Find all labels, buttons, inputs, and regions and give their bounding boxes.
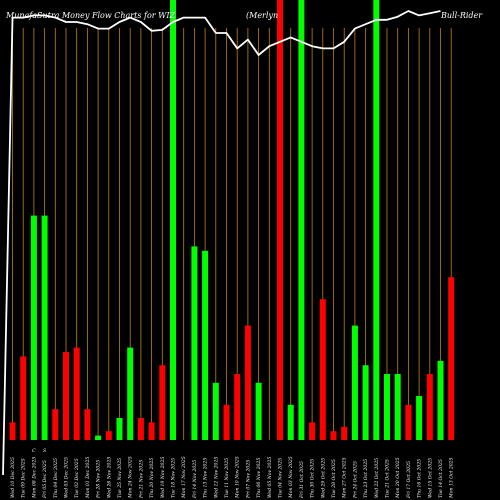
x-tick-label: Tue 28 Oct 2025 (331, 459, 337, 498)
x-tick-label: Thu 04 Dec 2025 (53, 458, 59, 498)
bar (287, 404, 294, 440)
bar (234, 374, 241, 440)
x-tick-label: Wed 22 Oct 2025 (374, 458, 380, 498)
x-tick-label: Mon 01 Dec 2025 (85, 457, 91, 499)
x-tick-label: Wed 15 Oct 2025 (427, 458, 433, 498)
bar (341, 426, 348, 440)
bar (298, 0, 305, 440)
bar (137, 418, 144, 440)
x-tick-label: Tue 25 Nov 2025 (117, 458, 123, 498)
x-tick-label: Wed 10 Dec 2025 (10, 457, 16, 498)
bar (148, 422, 155, 440)
bar (30, 215, 37, 440)
x-tick-label: Tue 02 Dec 2025 (74, 458, 80, 498)
x-tick-label: Fri 31 Oct 2025 (299, 461, 305, 499)
bar (255, 382, 262, 440)
bar (223, 404, 230, 440)
bar (448, 277, 455, 440)
x-tick-label: Mon 08 Dec 2025 (31, 457, 37, 499)
bar (63, 352, 69, 440)
x-tick-label: Mon 13 Oct 2025 (449, 457, 455, 499)
marker-label: S (43, 448, 46, 454)
x-tick-label: Fri 17 Oct 2025 (406, 461, 412, 499)
bar (73, 347, 80, 440)
bar (373, 0, 380, 440)
bar (127, 347, 134, 440)
x-tick-label: Fri 21 Nov 2025 (138, 460, 144, 499)
x-tick-label: Fri 24 Oct 2025 (352, 461, 358, 499)
bar (202, 250, 209, 440)
marker-label: C (32, 448, 36, 454)
x-tick-label: Fri 05 Dec 2025 (42, 460, 48, 499)
x-tick-label: Mon 17 Nov 2025 (181, 456, 187, 499)
x-tick-label: Mon 10 Nov 2025 (235, 456, 241, 499)
x-tick-label: Fri 14 Nov 2025 (192, 460, 198, 499)
x-tick-label: Mon 03 Nov 2025 (288, 456, 294, 499)
bar (105, 431, 112, 440)
bars-group (9, 0, 455, 440)
bar (362, 365, 369, 440)
bar (351, 325, 358, 440)
x-tick-label: Mon 27 Oct 2025 (342, 457, 348, 499)
price-line (2, 10, 441, 476)
price-line-group (2, 10, 441, 476)
x-tick-label: Wed 19 Nov 2025 (160, 457, 166, 498)
x-tick-label: Wed 26 Nov 2025 (106, 457, 112, 498)
bar (330, 431, 337, 440)
bar (170, 0, 176, 440)
bar (277, 0, 283, 440)
x-tick-label: Wed 03 Dec 2025 (64, 457, 70, 498)
x-tick-label: Fri 28 Nov 2025 (96, 460, 102, 499)
x-tick-label: Tue 14 Oct 2025 (438, 459, 444, 498)
bar (319, 299, 326, 440)
bar (244, 325, 251, 440)
bar (84, 409, 91, 440)
x-tick-label: Wed 29 Oct 2025 (320, 458, 326, 498)
bar (212, 382, 219, 440)
x-tick-labels: Wed 10 Dec 2025 Tue 09 Dec 2025 Mon 08 Dec… (10, 456, 455, 499)
x-tick-label: Wed 05 Nov 2025 (267, 457, 273, 498)
bar (416, 396, 423, 440)
bar (394, 374, 401, 440)
bar (309, 422, 316, 440)
x-tick-label: Mon 20 Oct 2025 (395, 457, 401, 499)
bar (437, 360, 444, 440)
chart-title: MunafaSutra Money Flow Charts for WIZ (5, 11, 176, 20)
bar (20, 356, 27, 440)
x-tick-label: Tue 21 Oct 2025 (385, 459, 391, 498)
x-tick-label: Tue 04 Nov 2025 (278, 458, 284, 498)
bar (95, 435, 102, 440)
x-tick-label: Wed 12 Nov 2025 (213, 457, 219, 498)
bar (405, 404, 412, 440)
chart-title-right: Bull-Rider (440, 11, 483, 20)
x-tick-label: Thu 16 Oct 2025 (417, 459, 423, 498)
x-tick-label: Thu 13 Nov 2025 (203, 458, 209, 498)
x-tick-label: Thu 23 Oct 2025 (363, 459, 369, 498)
bar (191, 246, 198, 440)
chart-subtitle: (Merlyn (246, 11, 278, 20)
bar (384, 374, 390, 440)
bar (9, 422, 16, 440)
bar (426, 374, 433, 440)
x-tick-label: Fri 07 Nov 2025 (245, 460, 251, 499)
x-tick-label: Thu 30 Oct 2025 (310, 459, 316, 498)
x-tick-label: Tue 09 Dec 2025 (21, 458, 27, 498)
bar (116, 418, 123, 440)
x-tick-label: Thu 20 Nov 2025 (149, 458, 155, 498)
x-tick-label: Mon 24 Nov 2025 (128, 456, 134, 499)
bar (41, 215, 48, 440)
x-tick-label: Thu 06 Nov 2025 (256, 458, 262, 498)
x-tick-label: Tue 11 Nov 2025 (224, 458, 230, 498)
bar (159, 365, 166, 440)
bar (52, 409, 59, 440)
x-tick-label: Tue 18 Nov 2025 (171, 458, 177, 498)
